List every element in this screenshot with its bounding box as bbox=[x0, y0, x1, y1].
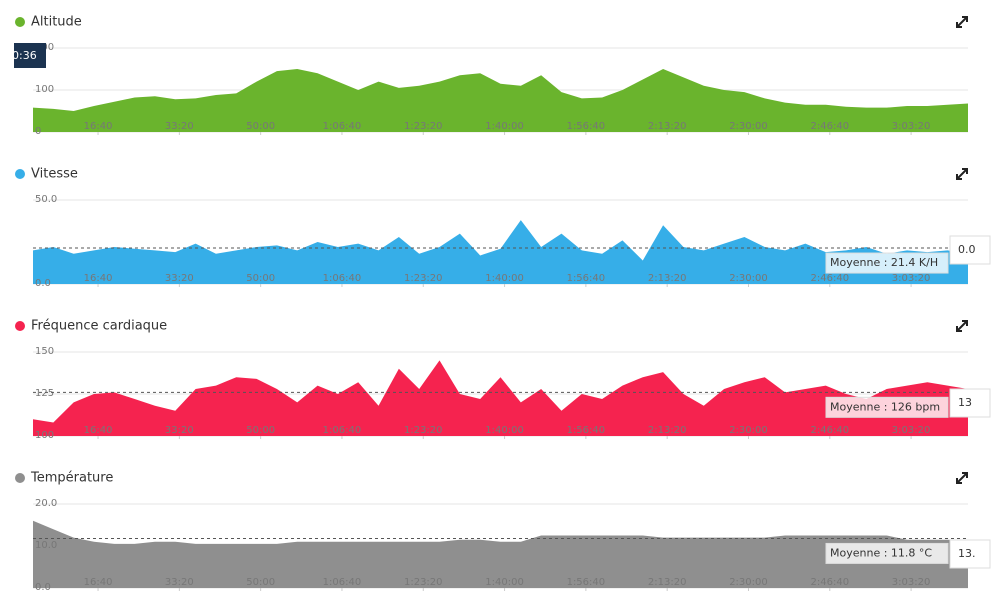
chart-title: Fréquence cardiaque bbox=[31, 319, 167, 334]
mean-label-text: Moyenne : 126 bpm bbox=[830, 400, 940, 413]
chart-title: Température bbox=[30, 471, 113, 486]
area bbox=[33, 520, 968, 588]
y-tick-label: 150 bbox=[35, 346, 54, 357]
x-tick-label: 1:40:00 bbox=[485, 577, 524, 588]
mean-label-box bbox=[825, 396, 949, 418]
legend-dot bbox=[15, 169, 25, 179]
y-tick-label: 10.0 bbox=[35, 540, 57, 551]
mean-label-text: Moyenne : 11.8 °C bbox=[830, 546, 932, 559]
chart-title: Altitude bbox=[31, 15, 82, 30]
y-tick-label: 0 bbox=[35, 126, 41, 137]
x-tick-label: 50:00 bbox=[246, 121, 275, 132]
expand-icon[interactable] bbox=[956, 472, 968, 484]
y-tick-label: 20.0 bbox=[35, 498, 57, 509]
x-tick-label: 50:00 bbox=[246, 425, 275, 436]
y-tick-label: 125 bbox=[35, 388, 54, 399]
x-tick-label: 1:23:20 bbox=[404, 273, 443, 284]
x-tick-label: 3:03:20 bbox=[892, 121, 931, 132]
x-tick-label: 1:06:40 bbox=[323, 577, 362, 588]
legend-dot bbox=[15, 473, 25, 483]
y-tick-label: 100 bbox=[35, 430, 54, 441]
expand-icon[interactable] bbox=[956, 16, 968, 28]
hover-label: 13 bbox=[958, 396, 972, 409]
hover-label: 13. bbox=[958, 547, 976, 560]
mean-label: Moyenne : 11.8 °C bbox=[825, 542, 949, 564]
hover-box bbox=[949, 235, 991, 265]
x-tick-label: 1:40:00 bbox=[485, 425, 524, 436]
x-tick-label: 2:30:00 bbox=[729, 577, 768, 588]
x-tick-label: 1:06:40 bbox=[323, 425, 362, 436]
x-tick-label: 3:03:20 bbox=[892, 577, 931, 588]
x-tick-label: 2:30:00 bbox=[729, 425, 768, 436]
x-tick-label: 1:56:40 bbox=[567, 577, 606, 588]
mean-label-text: Moyenne : 21.4 K/H bbox=[830, 256, 938, 269]
x-tick-label: 16:40 bbox=[84, 425, 113, 436]
x-tick-label: 50:00 bbox=[246, 273, 275, 284]
x-tick-label: 2:13:20 bbox=[648, 273, 687, 284]
hover-label: 0:36 bbox=[12, 49, 37, 62]
hover-box bbox=[949, 388, 991, 418]
x-tick-label: 2:46:40 bbox=[811, 273, 850, 284]
y-tick-label: 0.0 bbox=[35, 582, 51, 593]
x-tick-label: 2:46:40 bbox=[811, 121, 850, 132]
x-tick-label: 1:56:40 bbox=[567, 121, 606, 132]
x-tick-label: 2:46:40 bbox=[811, 425, 850, 436]
x-tick-label: 33:20 bbox=[165, 577, 194, 588]
x-tick-label: 16:40 bbox=[84, 273, 113, 284]
mean-label: Moyenne : 126 bpm bbox=[825, 396, 949, 418]
x-tick-label: 2:30:00 bbox=[729, 273, 768, 284]
x-tick-label: 1:06:40 bbox=[323, 121, 362, 132]
mean-label-box bbox=[825, 252, 949, 274]
x-tick-label: 3:03:20 bbox=[892, 273, 931, 284]
x-tick-label: 1:23:20 bbox=[404, 121, 443, 132]
x-tick-label: 1:40:00 bbox=[485, 121, 524, 132]
x-tick-label: 33:20 bbox=[165, 273, 194, 284]
x-tick-label: 2:13:20 bbox=[648, 577, 687, 588]
x-tick-label: 2:13:20 bbox=[648, 425, 687, 436]
expand-icon[interactable] bbox=[956, 320, 968, 332]
x-tick-label: 3:03:20 bbox=[892, 425, 931, 436]
mean-label: Moyenne : 21.4 K/H bbox=[825, 252, 949, 274]
hover-box bbox=[14, 43, 46, 68]
area bbox=[33, 360, 968, 436]
x-tick-label: 16:40 bbox=[84, 577, 113, 588]
area bbox=[33, 69, 968, 132]
hover-label: 0.0 bbox=[958, 243, 976, 256]
x-tick-label: 33:20 bbox=[165, 121, 194, 132]
expand-icon[interactable] bbox=[956, 168, 968, 180]
x-tick-label: 33:20 bbox=[165, 425, 194, 436]
chart-title: Vitesse bbox=[31, 167, 78, 182]
x-tick-label: 1:23:20 bbox=[404, 425, 443, 436]
legend-dot bbox=[15, 17, 25, 27]
mean-label-box bbox=[825, 542, 949, 564]
x-tick-label: 2:13:20 bbox=[648, 121, 687, 132]
x-tick-label: 2:30:00 bbox=[729, 121, 768, 132]
x-tick-label: 1:40:00 bbox=[485, 273, 524, 284]
area bbox=[33, 220, 968, 284]
x-tick-label: 1:56:40 bbox=[567, 273, 606, 284]
y-tick-label: 50.0 bbox=[35, 194, 57, 205]
x-tick-label: 50:00 bbox=[246, 577, 275, 588]
y-tick-label: 0.0 bbox=[35, 278, 51, 289]
x-tick-label: 16:40 bbox=[84, 121, 113, 132]
y-tick-label: 100 bbox=[35, 84, 54, 95]
hover-box bbox=[949, 539, 991, 569]
legend-dot bbox=[15, 321, 25, 331]
x-tick-label: 1:06:40 bbox=[323, 273, 362, 284]
x-tick-label: 1:23:20 bbox=[404, 577, 443, 588]
x-tick-label: 1:56:40 bbox=[567, 425, 606, 436]
x-tick-label: 2:46:40 bbox=[811, 577, 850, 588]
